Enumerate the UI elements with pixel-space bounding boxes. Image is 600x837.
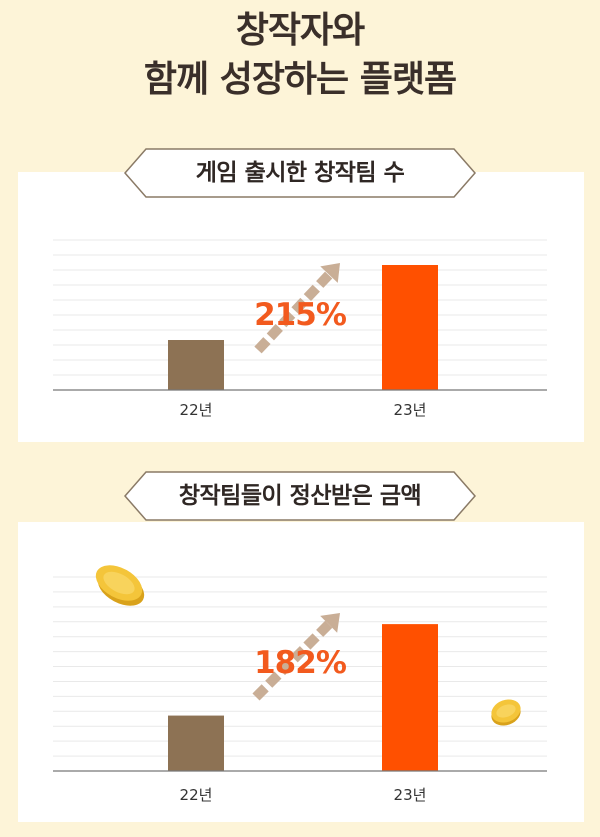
x-tick-label: 23년 bbox=[394, 401, 427, 419]
chart-title-banner-2: 창작팀들이 정산받은 금액 bbox=[124, 471, 476, 521]
coin-icon bbox=[491, 699, 521, 726]
growth-arrow-head bbox=[320, 263, 340, 283]
growth-arrow-head bbox=[320, 613, 340, 633]
growth-label: 182% bbox=[254, 645, 347, 681]
x-tick-label: 23년 bbox=[394, 786, 427, 804]
x-tick-label: 22년 bbox=[180, 401, 213, 419]
bar-curr bbox=[382, 265, 438, 390]
bar-chart-2: 22년 23년 182% bbox=[0, 565, 600, 815]
x-tick-label: 22년 bbox=[180, 786, 213, 804]
chart-title-2: 창작팀들이 정산받은 금액 bbox=[178, 483, 422, 509]
banner-frame-2 bbox=[124, 471, 476, 521]
growth-label: 215% bbox=[254, 297, 347, 333]
page-title-line1: 창작자와 bbox=[235, 10, 365, 51]
chart-title-banner-1: 게임 출시한 창작팀 수 bbox=[124, 148, 476, 198]
growth-arrow bbox=[254, 263, 340, 354]
bar-prev bbox=[168, 715, 224, 771]
bar-chart-1: 22년 23년 215% bbox=[0, 230, 600, 430]
bar-curr bbox=[382, 624, 438, 771]
bar-prev bbox=[168, 340, 224, 390]
banner-frame-1 bbox=[124, 148, 476, 198]
page-title-line2: 함께 성장하는 플랫폼 bbox=[143, 59, 457, 100]
chart-title-1: 게임 출시한 창작팀 수 bbox=[195, 160, 405, 186]
coin-stack-icon bbox=[95, 565, 145, 606]
bar-chart-1-svg: 22년 23년 215% bbox=[53, 239, 547, 419]
bar-chart-2-svg: 22년 23년 182% bbox=[53, 576, 547, 804]
growth-arrow bbox=[252, 613, 340, 701]
page-title: 창작자와 함께 성장하는 플랫폼 bbox=[0, 6, 600, 104]
